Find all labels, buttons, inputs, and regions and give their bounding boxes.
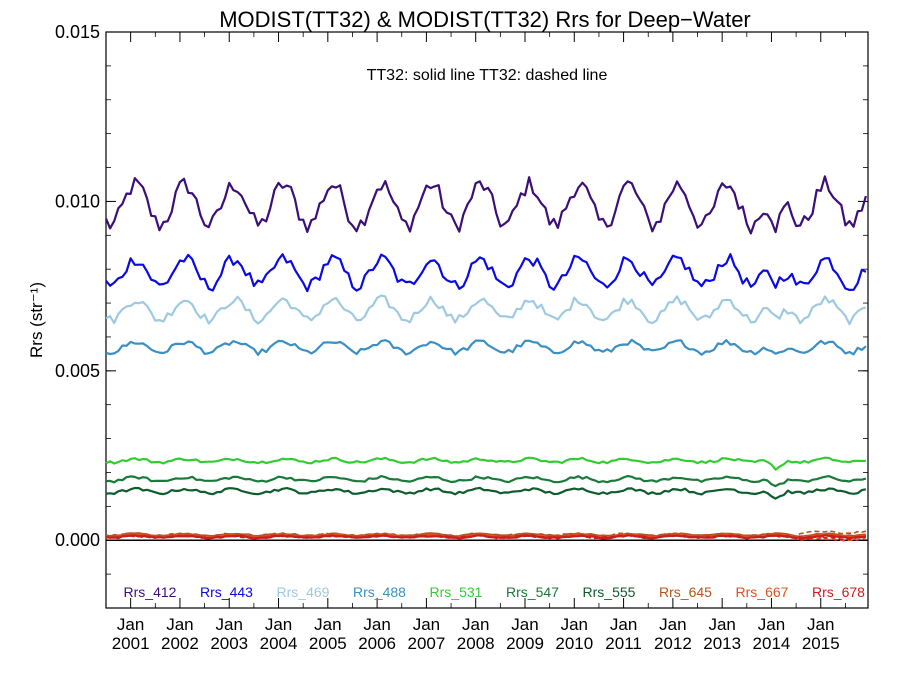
x-tick-year-label: 2002 <box>161 634 199 653</box>
y-axis-label: Rrs (str⁻¹) <box>27 282 46 358</box>
y-tick-label: 0.010 <box>55 191 100 211</box>
legend-entry-rrs-555: Rrs_555 <box>583 584 636 600</box>
y-tick-label: 0.015 <box>55 22 100 42</box>
legend-entry-rrs-547: Rrs_547 <box>506 584 559 600</box>
x-tick-month-label: Jan <box>265 615 292 634</box>
legend-entry-rrs-678: Rrs_678 <box>812 584 865 600</box>
legend-entry-rrs-443: Rrs_443 <box>200 584 253 600</box>
line-style-annotation: TT32: solid line TT32: dashed line <box>367 67 608 84</box>
x-tick-year-label: 2005 <box>309 634 347 653</box>
x-tick-year-label: 2006 <box>358 634 396 653</box>
legend-entry-rrs-488: Rrs_488 <box>353 584 406 600</box>
x-tick-month-label: Jan <box>758 615 785 634</box>
y-tick-label: 0.005 <box>55 361 100 381</box>
x-tick-year-label: 2010 <box>555 634 593 653</box>
legend-entry-rrs-531: Rrs_531 <box>430 584 483 600</box>
legend-entry-rrs-667: Rrs_667 <box>736 584 789 600</box>
series-line-rrs-547 <box>105 474 867 488</box>
x-tick-month-label: Jan <box>659 615 686 634</box>
x-tick-year-label: 2014 <box>753 634 791 653</box>
plot-frame <box>105 31 869 609</box>
x-tick-year-label: 2013 <box>703 634 741 653</box>
x-tick-year-label: 2011 <box>605 634 642 653</box>
x-tick-month-label: Jan <box>561 615 588 634</box>
x-tick-year-label: 2015 <box>802 634 840 653</box>
x-tick-year-label: 2008 <box>457 634 495 653</box>
series-line-rrs-469 <box>105 294 867 326</box>
series-line-rrs-555 <box>105 486 867 500</box>
legend-entry-rrs-645: Rrs_645 <box>659 584 712 600</box>
x-tick-year-label: 2007 <box>407 634 445 653</box>
x-tick-year-label: 2004 <box>260 634 298 653</box>
plot-area: 0.0000.0050.0100.015Jan2001Jan2002Jan200… <box>55 22 869 653</box>
x-tick-month-label: Jan <box>462 615 489 634</box>
series-dashed-rrs-678 <box>105 534 867 541</box>
x-tick-month-label: Jan <box>314 615 341 634</box>
series-line-rrs-488 <box>105 338 867 356</box>
legend-entry-rrs-412: Rrs_412 <box>124 584 177 600</box>
series-line-rrs-531 <box>105 456 866 471</box>
chart-title: MODIST(TT32) & MODIST(TT32) Rrs for Deep… <box>219 7 751 32</box>
x-tick-month-label: Jan <box>166 615 193 634</box>
x-tick-month-label: Jan <box>610 615 637 634</box>
x-tick-month-label: Jan <box>363 615 390 634</box>
x-tick-year-label: 2003 <box>210 634 248 653</box>
x-tick-month-label: Jan <box>511 615 538 634</box>
series-line-rrs-443 <box>105 253 867 293</box>
x-tick-month-label: Jan <box>807 615 834 634</box>
x-tick-year-label: 2009 <box>506 634 544 653</box>
x-tick-month-label: Jan <box>708 615 735 634</box>
x-tick-month-label: Jan <box>117 615 144 634</box>
x-tick-year-label: 2012 <box>654 634 692 653</box>
series-line-rrs-412 <box>104 175 867 235</box>
x-tick-month-label: Jan <box>216 615 243 634</box>
x-tick-year-label: 2001 <box>112 634 150 653</box>
x-tick-month-label: Jan <box>413 615 440 634</box>
legend-entry-rrs-469: Rrs_469 <box>277 584 330 600</box>
y-tick-label: 0.000 <box>55 530 100 550</box>
